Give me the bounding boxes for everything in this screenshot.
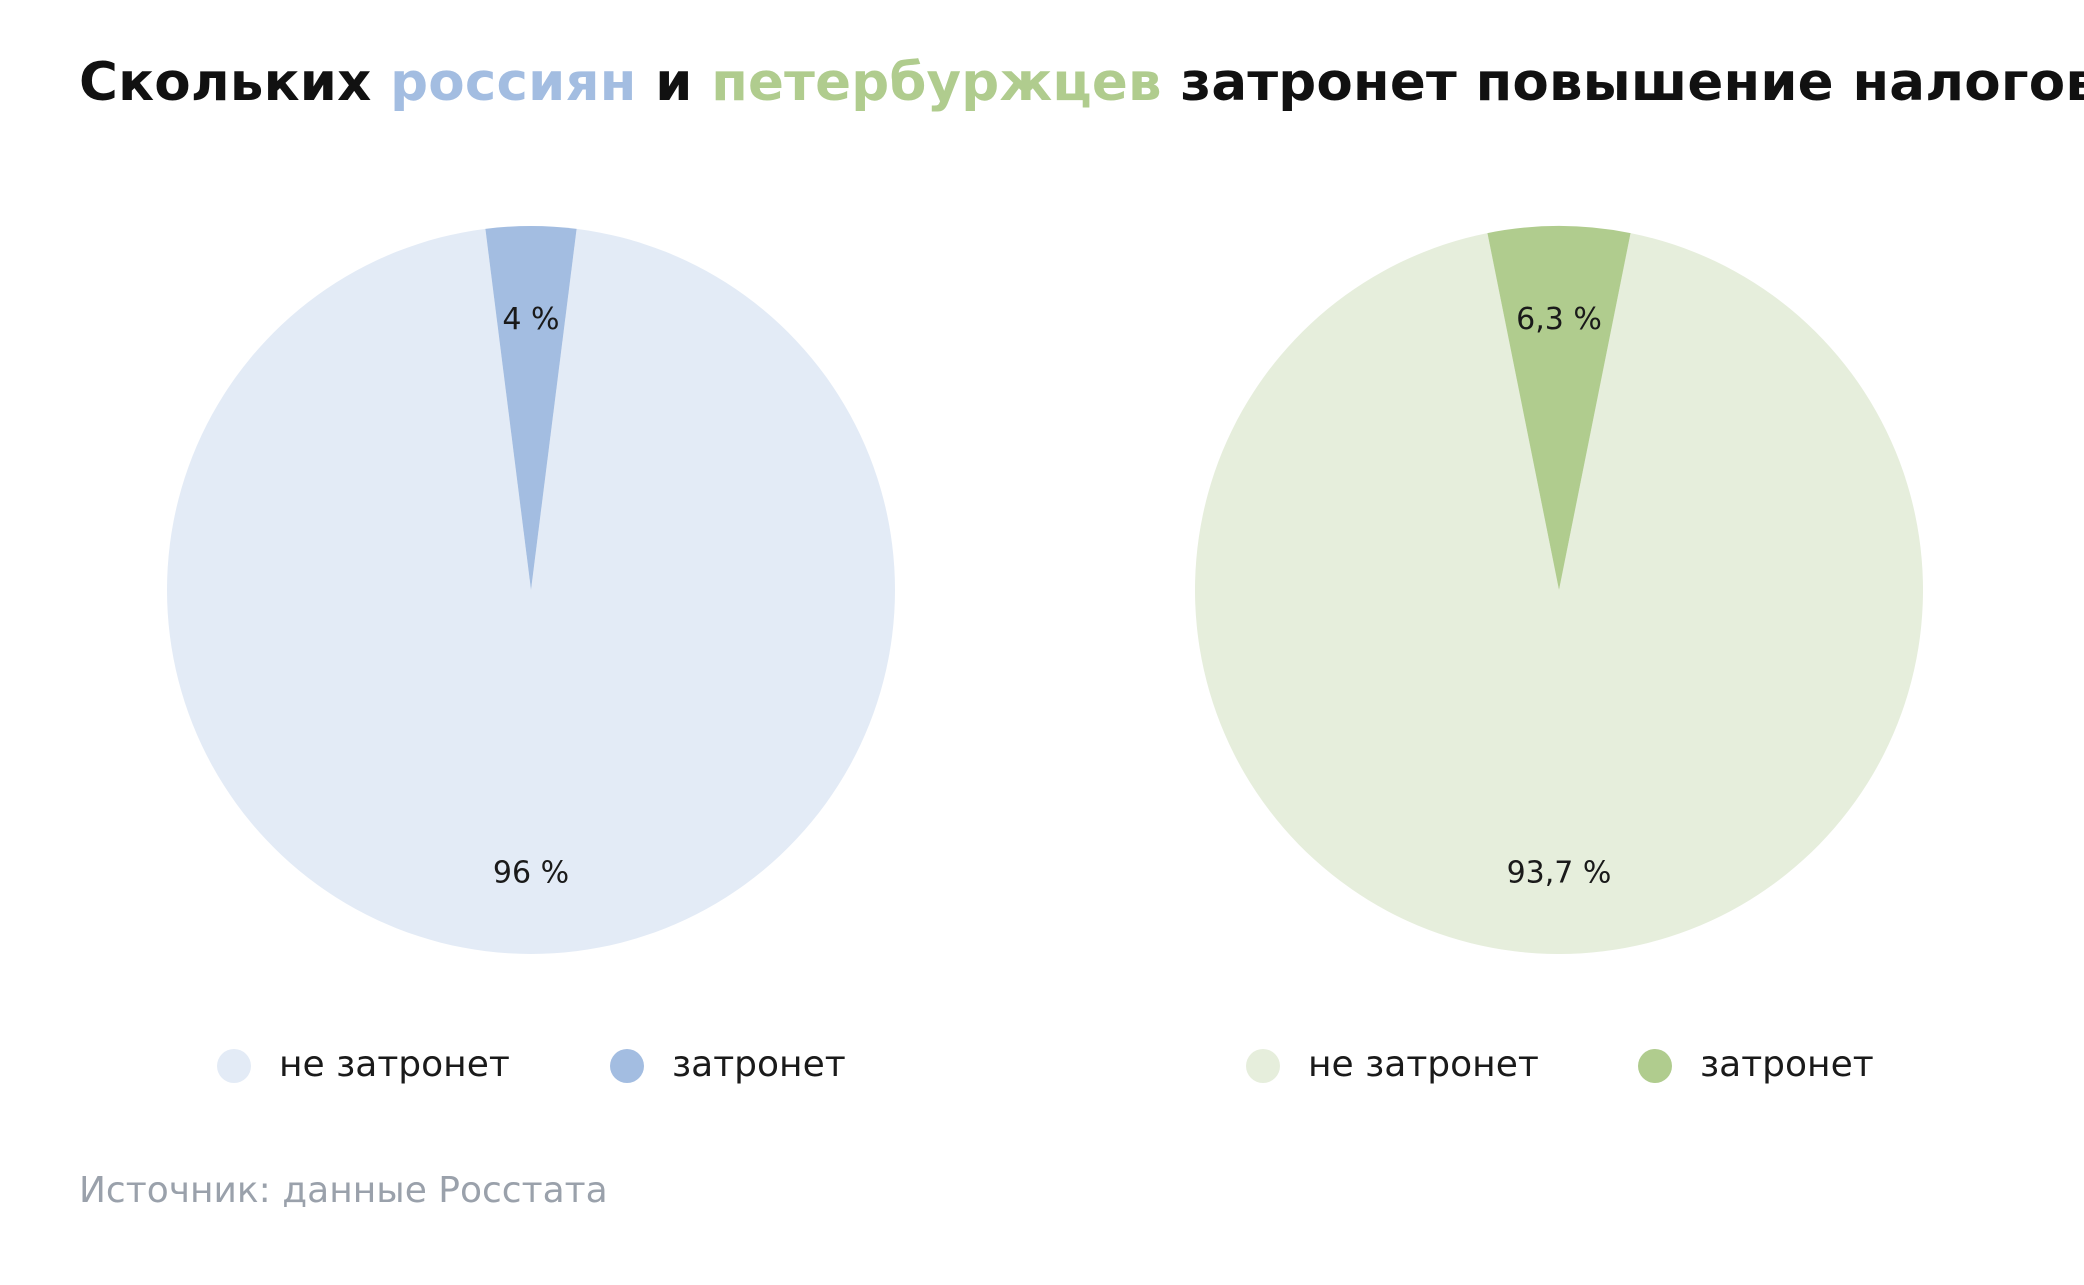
legend-swatch [217,1049,251,1083]
title-part-1: Скольких [79,52,391,113]
chart-title: Скольких россиян и петербуржцев затронет… [79,52,2084,113]
legend-item: не затронет [1246,1044,1539,1085]
legend-swatch [1246,1049,1280,1083]
legend-item: затронет [1638,1044,1874,1085]
pie-chart-1: 96 % 4 % не затронет затронет [166,226,896,1085]
slice-value-label: 96 % [493,855,569,890]
pie-slice-affected [485,226,577,590]
source-note: Источник: данные Росстата [79,1170,608,1211]
legend-label: затронет [1700,1044,1874,1085]
title-russians: россиян [390,52,637,113]
slice-value-label: 93,7 % [1507,855,1612,890]
legend-label: затронет [672,1044,846,1085]
legend-swatch [610,1049,644,1083]
legend-item: не затронет [217,1044,510,1085]
legend-item: затронет [610,1044,846,1085]
pie-slice-not-affected [1195,233,1924,954]
title-petersburgers: петербуржцев [711,52,1162,113]
title-part-3: и [636,52,712,113]
pie-slice-affected [1487,225,1631,591]
legend-label: не затронет [1308,1044,1539,1085]
pie-chart-2: 93,7 % 6,3 % не затронет затронет [1195,225,1924,1085]
legend-label: не затронет [279,1044,510,1085]
legend-swatch [1638,1049,1672,1083]
pie-slice-not-affected [166,228,896,955]
slice-value-label: 4 % [502,302,559,337]
slice-value-label: 6,3 % [1516,302,1602,337]
title-part-5: затронет повышение налогов? [1161,52,2084,113]
